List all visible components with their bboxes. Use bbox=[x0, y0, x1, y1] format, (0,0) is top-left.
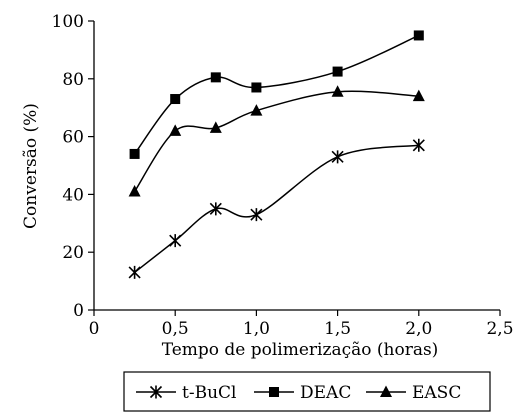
series-deac bbox=[129, 30, 424, 159]
data-point bbox=[250, 104, 263, 116]
data-point bbox=[128, 185, 141, 197]
legend-marker bbox=[380, 385, 392, 397]
x-tick-label: 1,5 bbox=[324, 319, 351, 339]
y-tick-label: 100 bbox=[52, 12, 84, 32]
data-point bbox=[209, 121, 222, 133]
y-tick-label: 80 bbox=[62, 70, 84, 90]
series-easc bbox=[128, 85, 425, 197]
y-tick-label: 20 bbox=[62, 243, 84, 263]
data-point bbox=[331, 150, 344, 164]
axis-ticks: 0 0,5 1,0 1,5 2,0 2,5 0 20 40 60 80 100 bbox=[52, 12, 514, 339]
series-line bbox=[134, 144, 419, 274]
legend-box bbox=[123, 371, 491, 412]
series-t-bucl bbox=[128, 138, 425, 279]
x-tick-label: 1,0 bbox=[243, 319, 270, 339]
data-point bbox=[331, 85, 344, 97]
data-point bbox=[250, 208, 263, 222]
data-point bbox=[170, 94, 181, 105]
data-point bbox=[412, 89, 425, 102]
series-line bbox=[133, 90, 419, 192]
legend-label: t-BuCl bbox=[182, 383, 236, 403]
legend-marker bbox=[149, 385, 163, 399]
data-point bbox=[210, 72, 221, 83]
x-tick-label: 0,5 bbox=[162, 319, 189, 339]
data-point bbox=[169, 234, 182, 248]
y-tick-label: 40 bbox=[62, 185, 84, 205]
data-point bbox=[128, 265, 141, 279]
y-axis-title: Conversão (%) bbox=[21, 103, 41, 229]
y-tick-label: 0 bbox=[73, 301, 84, 321]
legend-entry: EASC bbox=[366, 383, 461, 403]
legend-marker bbox=[269, 387, 279, 397]
data-point bbox=[413, 30, 424, 41]
data-point bbox=[251, 82, 262, 93]
x-tick-label: 2,0 bbox=[405, 319, 432, 339]
series-layer bbox=[128, 30, 425, 279]
y-tick-label: 60 bbox=[62, 128, 84, 148]
legend-entry: DEAC bbox=[254, 383, 351, 403]
legend-entry: t-BuCl bbox=[136, 383, 236, 403]
legend-label: DEAC bbox=[300, 383, 351, 403]
x-axis-title: Tempo de polimerização (horas) bbox=[162, 340, 439, 360]
legend: t-BuCl DEAC EASC bbox=[123, 371, 491, 412]
x-tick-label: 0 bbox=[89, 319, 100, 339]
data-point bbox=[169, 124, 182, 136]
data-point bbox=[129, 148, 140, 159]
data-point bbox=[209, 202, 222, 216]
x-tick-label: 2,5 bbox=[486, 319, 513, 339]
legend-label: EASC bbox=[412, 383, 461, 403]
chart-axes bbox=[93, 21, 500, 311]
data-point bbox=[332, 66, 343, 77]
data-point bbox=[412, 138, 425, 152]
